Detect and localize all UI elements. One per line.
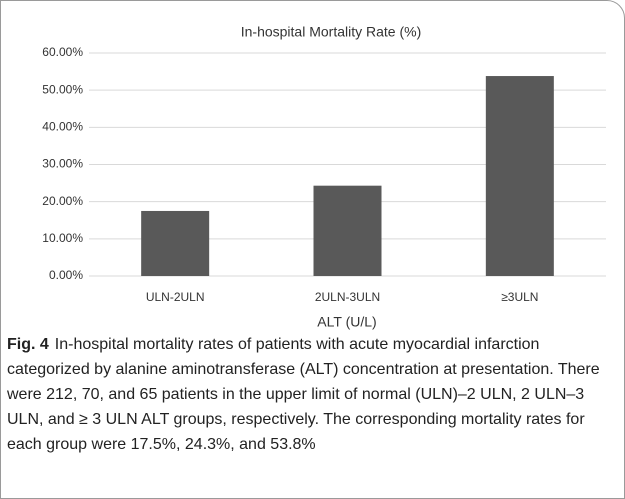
x-tick-label: ULN-2ULN <box>146 290 205 304</box>
chart-title: In-hospital Mortality Rate (%) <box>241 24 422 40</box>
bar <box>313 185 382 276</box>
chart: In-hospital Mortality Rate (%) ALT (U/L)… <box>42 24 606 330</box>
y-tick-label: 40.00% <box>42 120 83 134</box>
caption-label: Fig. 4 <box>7 336 49 353</box>
y-tick-label: 0.00% <box>49 268 83 282</box>
x-tick-label: ≥3ULN <box>501 290 538 304</box>
caption: Fig. 4 In-hospital mortality rates of pat… <box>7 332 619 457</box>
y-tick-label: 50.00% <box>42 82 83 96</box>
x-tick-label: 2ULN-3ULN <box>315 290 380 304</box>
bar <box>485 76 554 276</box>
y-tick-label: 10.00% <box>42 231 83 245</box>
bar <box>141 210 210 276</box>
caption-text: In-hospital mortality rates of patients … <box>7 336 600 453</box>
x-axis-label: ALT (U/L) <box>317 314 376 330</box>
y-tick-label: 60.00% <box>42 45 83 59</box>
y-tick-label: 20.00% <box>42 194 83 208</box>
y-tick-label: 30.00% <box>42 157 83 171</box>
